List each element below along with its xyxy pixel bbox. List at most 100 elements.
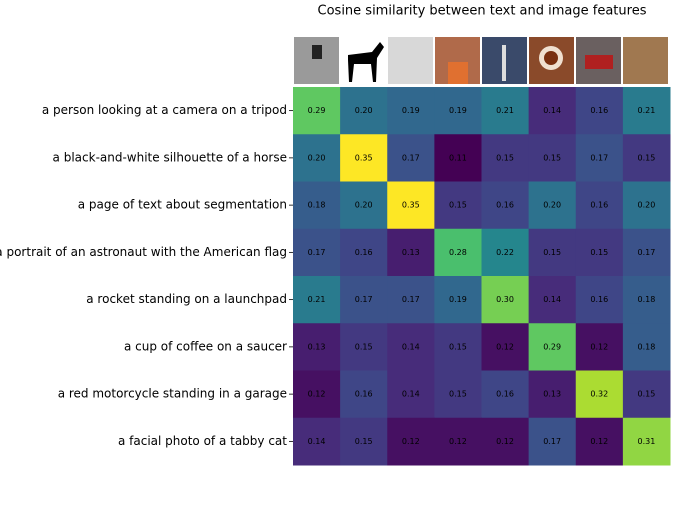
cell xyxy=(340,87,388,135)
cell xyxy=(293,228,341,277)
cell-label: 0.19 xyxy=(449,295,467,304)
cell-label: 0.16 xyxy=(496,390,514,399)
cell xyxy=(575,417,624,466)
image-detail xyxy=(544,51,558,65)
cell xyxy=(575,181,624,230)
cell-label: 0.13 xyxy=(543,390,561,399)
cell xyxy=(293,134,341,182)
cell-label: 0.29 xyxy=(543,342,561,351)
cell xyxy=(622,276,671,324)
cell-label: 0.13 xyxy=(308,342,326,351)
cell-label: 0.15 xyxy=(638,390,656,399)
image-detail xyxy=(585,55,613,69)
cell-label: 0.21 xyxy=(638,106,656,115)
chart-title: Cosine similarity between text and image… xyxy=(318,4,647,19)
cell xyxy=(387,181,435,230)
y-tick-label: a portrait of an astronaut with the Amer… xyxy=(0,245,287,259)
cell xyxy=(622,228,671,277)
cell-label: 0.17 xyxy=(402,295,420,304)
cell-label: 0.17 xyxy=(355,295,373,304)
cell-label: 0.15 xyxy=(543,153,561,162)
cell-label: 0.14 xyxy=(402,342,420,351)
cell xyxy=(528,181,577,230)
cell xyxy=(481,417,530,466)
cell xyxy=(575,370,624,419)
image-cat xyxy=(623,37,668,84)
cell xyxy=(481,370,530,419)
cell-label: 0.16 xyxy=(355,248,373,257)
cell xyxy=(528,134,577,182)
cell-label: 0.12 xyxy=(590,342,608,351)
cell-label: 0.28 xyxy=(449,248,467,257)
cell xyxy=(434,87,482,135)
cell-label: 0.18 xyxy=(308,201,326,210)
cell xyxy=(293,276,341,324)
cell xyxy=(622,370,671,419)
cell-label: 0.15 xyxy=(449,201,467,210)
cell xyxy=(434,370,482,419)
cell xyxy=(622,87,671,135)
image-detail xyxy=(502,45,506,81)
cell-label: 0.15 xyxy=(355,342,373,351)
cell-label: 0.15 xyxy=(590,248,608,257)
cell xyxy=(340,323,388,371)
cell-label: 0.14 xyxy=(402,390,420,399)
cell-label: 0.21 xyxy=(496,106,514,115)
cell-label: 0.21 xyxy=(308,295,326,304)
cell xyxy=(434,276,482,324)
cell-label: 0.13 xyxy=(402,248,420,257)
cell xyxy=(528,370,577,419)
cell-label: 0.15 xyxy=(638,153,656,162)
cell-label: 0.35 xyxy=(402,201,420,210)
cell-label: 0.16 xyxy=(590,201,608,210)
cell xyxy=(387,323,435,371)
cell xyxy=(434,228,482,277)
cell xyxy=(387,417,435,466)
image-detail xyxy=(348,42,384,82)
y-tick-label: a person looking at a camera on a tripod xyxy=(42,103,287,117)
cell-label: 0.11 xyxy=(449,153,467,162)
cell-label: 0.18 xyxy=(638,295,656,304)
cell xyxy=(340,417,388,466)
image-strip xyxy=(294,37,668,84)
cell xyxy=(293,417,341,466)
cell xyxy=(387,370,435,419)
y-tick-label: a red motorcycle standing in a garage xyxy=(58,387,287,401)
cell-label: 0.15 xyxy=(543,248,561,257)
cell-label: 0.22 xyxy=(496,248,514,257)
cell xyxy=(575,87,624,135)
cell xyxy=(387,276,435,324)
cell xyxy=(340,181,388,230)
cell-label: 0.17 xyxy=(590,153,608,162)
cell-label: 0.31 xyxy=(638,437,656,446)
cell xyxy=(293,323,341,371)
cell xyxy=(622,323,671,371)
image-detail xyxy=(312,45,322,59)
image-detail xyxy=(448,62,468,84)
cell-label: 0.32 xyxy=(590,390,608,399)
cell xyxy=(528,323,577,371)
cell-label: 0.15 xyxy=(449,342,467,351)
cell xyxy=(434,134,482,182)
y-tick-label: a cup of coffee on a saucer xyxy=(124,339,287,353)
cell-label: 0.14 xyxy=(308,437,326,446)
cell xyxy=(528,87,577,135)
cell-label: 0.17 xyxy=(402,153,420,162)
cell xyxy=(528,276,577,324)
cell xyxy=(340,370,388,419)
cell xyxy=(481,323,530,371)
cell xyxy=(387,228,435,277)
cell-label: 0.12 xyxy=(308,390,326,399)
cell xyxy=(434,323,482,371)
cell xyxy=(481,276,530,324)
cell-label: 0.16 xyxy=(590,106,608,115)
cell-label: 0.12 xyxy=(496,437,514,446)
y-tick-label: a facial photo of a tabby cat xyxy=(118,434,287,448)
cell-label: 0.12 xyxy=(496,342,514,351)
cell-label: 0.20 xyxy=(638,201,656,210)
cell xyxy=(575,228,624,277)
cell xyxy=(293,181,341,230)
cell-label: 0.14 xyxy=(543,295,561,304)
cell xyxy=(481,181,530,230)
